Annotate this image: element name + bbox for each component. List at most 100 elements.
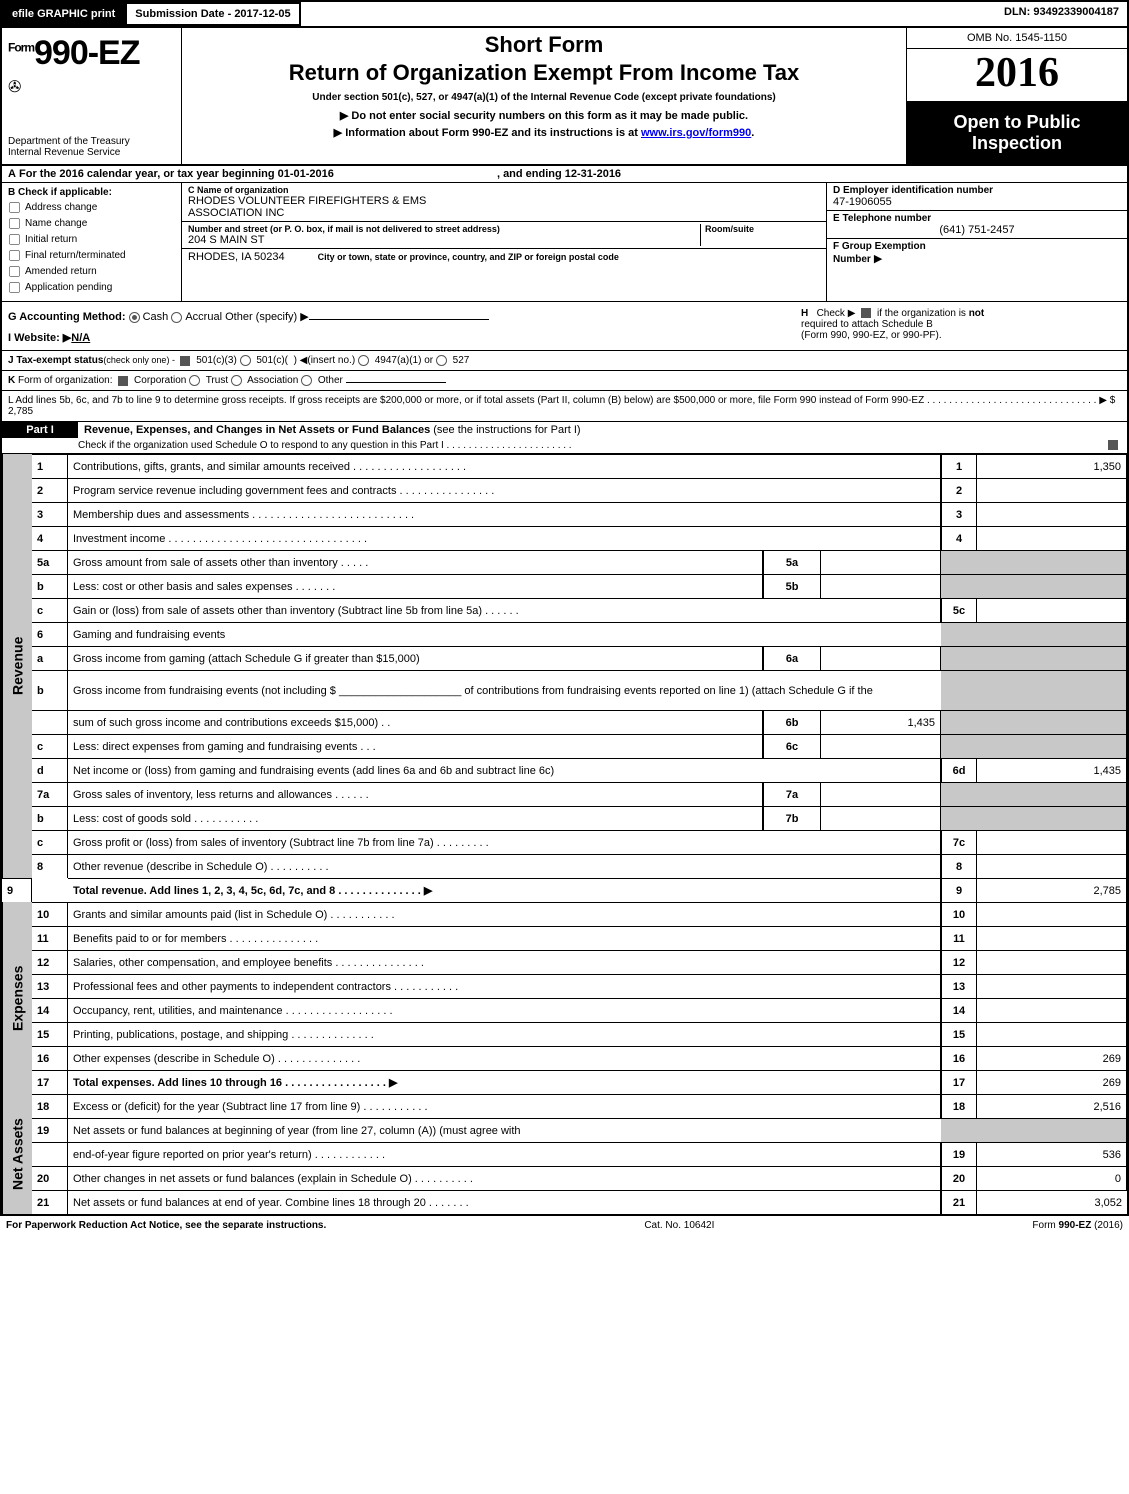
line-9-desc-text: Total revenue. Add lines 1, 2, 3, 4, 5c,… [73,884,432,897]
line-11-desc: Benefits paid to or for members . . . . … [68,926,941,950]
line-7b-mid: 7b [763,806,821,830]
chk-501c3[interactable] [180,356,190,366]
chk-association[interactable] [231,375,242,386]
expenses-side-label: Expenses [2,902,32,1094]
org-addr-label: Number and street (or P. O. box, if mail… [188,224,700,234]
line-20-num: 20 [32,1166,68,1190]
line-5c-rnum: 5c [941,598,977,622]
chk-trust[interactable] [189,375,200,386]
open-to-public: Open to Public Inspection [907,102,1127,164]
other-specify-blank[interactable] [309,319,489,320]
tax-year: 2016 [907,49,1127,102]
irs-eagle-icon: ✇ [8,77,175,97]
line-17-desc: Total expenses. Add lines 10 through 16 … [68,1070,941,1094]
chk-501c[interactable] [240,355,251,366]
line-17-amt: 269 [977,1070,1127,1094]
chk-4947[interactable] [358,355,369,366]
line-10-rnum: 10 [941,902,977,926]
line-6c-num: c [32,734,68,758]
check-label: Amended return [25,266,97,277]
check-application-pending[interactable]: Application pending [8,281,175,294]
line-1-rnum: 1 [941,454,977,478]
check-column: B Check if applicable: Address change Na… [2,183,182,301]
line-7c-amt [977,830,1127,854]
org-city-label: City or town, state or province, country… [318,252,619,262]
line-4-desc: Investment income . . . . . . . . . . . … [68,526,941,550]
h-checkbox[interactable] [861,308,871,318]
check-label: Name change [25,218,87,229]
f-label-2: Number [833,254,871,265]
line-5a-mid: 5a [763,550,821,574]
chk-527[interactable] [436,355,447,366]
radio-accrual[interactable] [171,312,182,323]
check-initial-return[interactable]: Initial return [8,233,175,246]
open-public-1: Open to Public [911,112,1123,133]
other-org-blank[interactable] [346,382,446,383]
irs-form990-link[interactable]: www.irs.gov/form990 [641,127,751,139]
line-6-num: 6 [32,622,68,646]
chk-corporation[interactable] [118,376,128,386]
g-accrual: Accrual [185,311,222,323]
line-3-num: 3 [32,502,68,526]
checkbox-name-change[interactable] [9,218,20,229]
check-name-change[interactable]: Name change [8,217,175,230]
part-1-title-row: Revenue, Expenses, and Changes in Net As… [78,421,1127,438]
phone-block: E Telephone number (641) 751-2457 [827,211,1127,239]
line-7c-num: c [32,830,68,854]
line-6a-mid: 6a [763,646,821,670]
line-11-rnum: 11 [941,926,977,950]
short-form-title: Short Form [186,32,902,58]
topbar: efile GRAPHIC print Submission Date - 20… [2,2,1127,28]
line-6c-mid: 6c [763,734,821,758]
check-address-change[interactable]: Address change [8,201,175,214]
line-2-desc: Program service revenue including govern… [68,478,941,502]
line-5b-mid: 5b [763,574,821,598]
f-arrow-icon: ▶ [874,253,882,265]
part-1-sub: (see the instructions for Part I) [433,424,580,436]
line-3-desc: Membership dues and assessments . . . . … [68,502,941,526]
line-5a-midamt [821,550,941,574]
line-19b-num [32,1142,68,1166]
row-l: L Add lines 5b, 6c, and 7b to line 9 to … [2,390,1127,421]
line-6-shade [941,622,1127,646]
line-4-num: 4 [32,526,68,550]
note-info-prefix: ▶ Information about Form 990-EZ and its … [334,127,641,139]
form-number-text: 990-EZ [34,34,140,72]
line-13-rnum: 13 [941,974,977,998]
check-label: Final return/terminated [25,250,126,261]
line-4-rnum: 4 [941,526,977,550]
line-6c-midamt [821,734,941,758]
checkbox-final-return[interactable] [9,250,20,261]
radio-cash[interactable] [129,312,140,323]
line-13-num: 13 [32,974,68,998]
line-21-num: 21 [32,1190,68,1214]
checkbox-application-pending[interactable] [9,282,20,293]
checkbox-address-change[interactable] [9,202,20,213]
row-a-text: For the 2016 calendar year, or tax year … [19,168,334,180]
room-suite: Room/suite [700,224,820,246]
gh-right: H Check ▶ if the organization is not req… [801,308,1121,344]
check-final-return[interactable]: Final return/terminated [8,249,175,262]
part-1-schedule-o-checkbox[interactable] [1108,440,1118,450]
line-11-num: 11 [32,926,68,950]
form-label-cell: Form990-EZ ✇ Department of the Treasury … [2,28,182,164]
main-title: Return of Organization Exempt From Incom… [186,60,902,86]
row-k: K Form of organization: Corporation Trus… [2,370,1127,390]
check-amended-return[interactable]: Amended return [8,265,175,278]
form-page: efile GRAPHIC print Submission Date - 20… [0,0,1129,1216]
line-11-amt [977,926,1127,950]
line-5b-shade [941,574,1127,598]
chk-other-org[interactable] [301,375,312,386]
line-5c-amt [977,598,1127,622]
footer-right-prefix: Form [1032,1220,1058,1231]
line-6c-desc: Less: direct expenses from gaming and fu… [68,734,763,758]
check-label: Application pending [25,282,112,293]
line-6d-rnum: 6d [941,758,977,782]
checkbox-initial-return[interactable] [9,234,20,245]
line-15-rnum: 15 [941,1022,977,1046]
checkbox-amended-return[interactable] [9,266,20,277]
line-19-num: 19 [32,1118,68,1142]
efile-print-button[interactable]: efile GRAPHIC print [2,2,125,26]
line-19-rnum: 19 [941,1142,977,1166]
part-1-label-text: Part I [26,424,54,436]
